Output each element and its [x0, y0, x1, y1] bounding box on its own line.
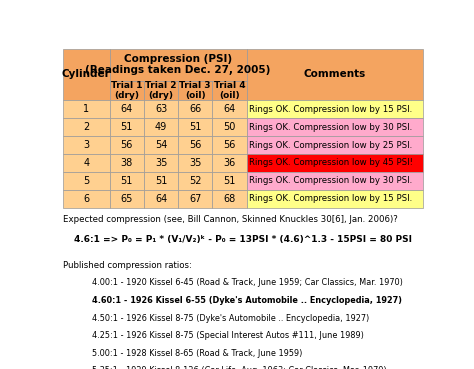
Text: 51: 51 — [223, 176, 236, 186]
Text: 35: 35 — [189, 158, 201, 168]
Bar — [63, 49, 109, 100]
Bar — [144, 190, 178, 208]
Bar — [178, 118, 212, 136]
Bar — [144, 118, 178, 136]
Bar — [63, 136, 109, 154]
Text: 64: 64 — [223, 104, 236, 114]
Text: 51: 51 — [121, 176, 133, 186]
Bar — [63, 100, 109, 118]
Bar — [178, 190, 212, 208]
Bar — [144, 136, 178, 154]
Text: 4: 4 — [83, 158, 90, 168]
Text: 49: 49 — [155, 122, 167, 132]
Text: 54: 54 — [155, 140, 167, 150]
Text: Rings OK. Compression low by 15 PSI.: Rings OK. Compression low by 15 PSI. — [249, 105, 413, 114]
Text: 2: 2 — [83, 122, 90, 132]
Bar — [144, 81, 178, 100]
Bar — [178, 100, 212, 118]
Text: Trial 1
(dry): Trial 1 (dry) — [111, 81, 143, 100]
Text: Rings OK. Compression low by 25 PSI.: Rings OK. Compression low by 25 PSI. — [249, 141, 413, 149]
Bar — [246, 154, 423, 172]
Text: 64: 64 — [155, 194, 167, 204]
Text: Rings OK. Compression low by 30 PSI.: Rings OK. Compression low by 30 PSI. — [249, 123, 413, 132]
Bar — [63, 118, 109, 136]
Text: Rings OK. Compression low by 30 PSI.: Rings OK. Compression low by 30 PSI. — [249, 176, 413, 185]
Text: 5.35:1 - 1929 Kissel 8-126 (Car Life, Aug. 1963; Car Classics, Mar. 1970): 5.35:1 - 1929 Kissel 8-126 (Car Life, Au… — [92, 366, 387, 369]
Text: 1: 1 — [83, 104, 90, 114]
Bar — [109, 49, 246, 81]
Bar — [178, 172, 212, 190]
Bar — [246, 172, 423, 190]
Text: Trial 3
(oil): Trial 3 (oil) — [180, 81, 211, 100]
Bar — [246, 190, 423, 208]
Bar — [178, 154, 212, 172]
Text: 63: 63 — [155, 104, 167, 114]
Text: 3: 3 — [83, 140, 90, 150]
Bar — [246, 136, 423, 154]
Text: 4.25:1 - 1926 Kissel 8-75 (Special Interest Autos #111, June 1989): 4.25:1 - 1926 Kissel 8-75 (Special Inter… — [92, 331, 364, 340]
Bar — [109, 190, 144, 208]
Bar — [63, 190, 109, 208]
Text: Expected compression (see, Bill Cannon, Skinned Knuckles 30[6], Jan. 2006)?: Expected compression (see, Bill Cannon, … — [63, 215, 398, 224]
Bar — [212, 118, 246, 136]
Text: Comments: Comments — [304, 69, 366, 79]
Bar — [109, 136, 144, 154]
Text: Compression (PSI)
(Readings taken Dec. 27, 2005): Compression (PSI) (Readings taken Dec. 2… — [85, 54, 271, 75]
Text: 67: 67 — [189, 194, 201, 204]
Text: 56: 56 — [223, 140, 236, 150]
Text: 38: 38 — [121, 158, 133, 168]
Bar — [246, 118, 423, 136]
Bar — [178, 81, 212, 100]
Text: Rings OK. Compression low by 15 PSI.: Rings OK. Compression low by 15 PSI. — [249, 194, 413, 203]
Bar — [109, 81, 144, 100]
Bar — [246, 49, 423, 100]
Bar — [63, 172, 109, 190]
Bar — [212, 136, 246, 154]
Text: 4.00:1 - 1920 Kissel 6-45 (Road & Track, June 1959; Car Classics, Mar. 1970): 4.00:1 - 1920 Kissel 6-45 (Road & Track,… — [92, 278, 403, 287]
Bar — [109, 100, 144, 118]
Text: 56: 56 — [121, 140, 133, 150]
Text: 52: 52 — [189, 176, 201, 186]
Text: Published compression ratios:: Published compression ratios: — [63, 261, 192, 270]
Text: Trial 4
(oil): Trial 4 (oil) — [214, 81, 245, 100]
Bar — [109, 172, 144, 190]
Text: 51: 51 — [121, 122, 133, 132]
Text: 56: 56 — [189, 140, 201, 150]
Bar — [212, 154, 246, 172]
Text: 6: 6 — [83, 194, 90, 204]
Text: 51: 51 — [189, 122, 201, 132]
Text: 5.00:1 - 1928 Kissel 8-65 (Road & Track, June 1959): 5.00:1 - 1928 Kissel 8-65 (Road & Track,… — [92, 349, 303, 358]
Text: 65: 65 — [121, 194, 133, 204]
Bar — [109, 118, 144, 136]
Text: 4.6:1 => P₀ = P₁ * (V₁/V₂)ᵏ - P₀ = 13PSI * (4.6)^1.3 - 15PSI = 80 PSI: 4.6:1 => P₀ = P₁ * (V₁/V₂)ᵏ - P₀ = 13PSI… — [74, 235, 412, 244]
Bar — [178, 136, 212, 154]
Bar — [212, 81, 246, 100]
Text: Rings OK. Compression low by 45 PSI!: Rings OK. Compression low by 45 PSI! — [249, 158, 413, 168]
Text: 64: 64 — [121, 104, 133, 114]
Bar — [212, 190, 246, 208]
Bar — [212, 172, 246, 190]
Text: 68: 68 — [223, 194, 236, 204]
Bar — [246, 100, 423, 118]
Text: 66: 66 — [189, 104, 201, 114]
Bar — [144, 100, 178, 118]
Text: Trial 2
(dry): Trial 2 (dry) — [145, 81, 177, 100]
Text: 35: 35 — [155, 158, 167, 168]
Text: 5: 5 — [83, 176, 90, 186]
Text: Cylinder: Cylinder — [62, 69, 111, 79]
Text: 51: 51 — [155, 176, 167, 186]
Text: 4.50:1 - 1926 Kissel 8-75 (Dyke's Automobile .. Encyclopedia, 1927): 4.50:1 - 1926 Kissel 8-75 (Dyke's Automo… — [92, 314, 370, 323]
Bar — [144, 172, 178, 190]
Text: 50: 50 — [223, 122, 236, 132]
Bar — [212, 100, 246, 118]
Text: 4.60:1 - 1926 Kissel 6-55 (Dyke's Automobile .. Encyclopedia, 1927): 4.60:1 - 1926 Kissel 6-55 (Dyke's Automo… — [92, 296, 402, 305]
Bar — [144, 154, 178, 172]
Bar — [63, 154, 109, 172]
Bar — [109, 154, 144, 172]
Text: 36: 36 — [223, 158, 236, 168]
